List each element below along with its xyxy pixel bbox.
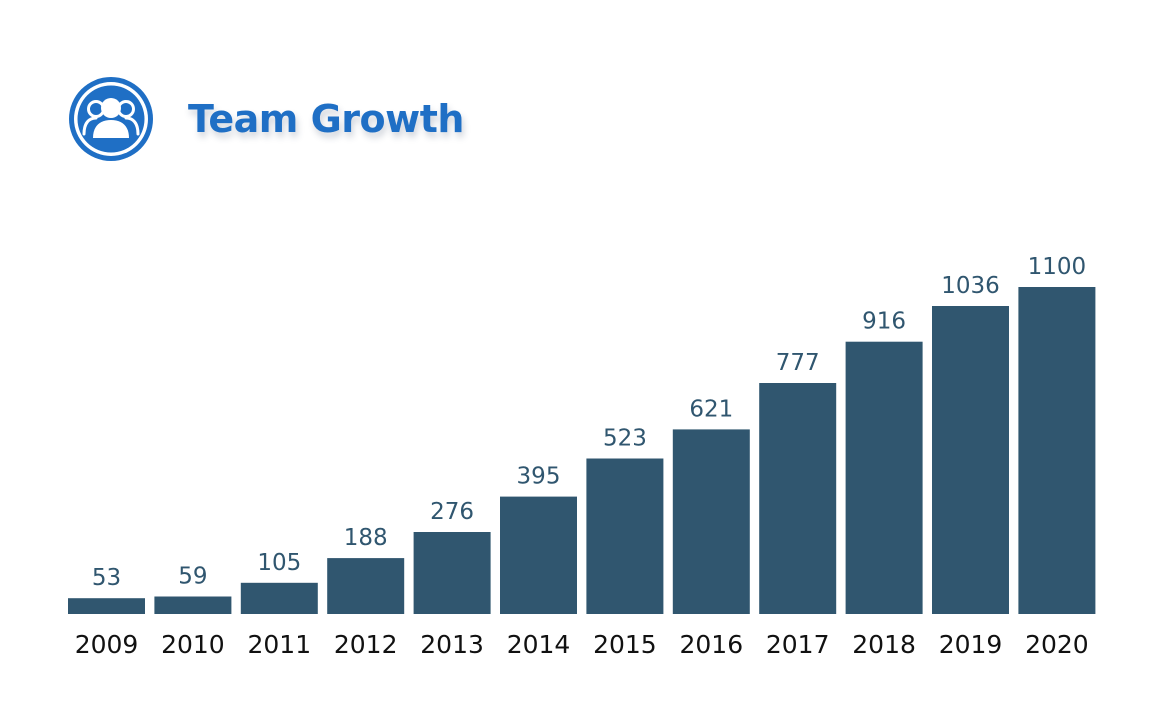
bar-2014 xyxy=(500,496,577,614)
bar-2017 xyxy=(759,383,837,614)
category-label-2009: 2009 xyxy=(75,630,139,659)
category-label-2016: 2016 xyxy=(679,630,743,659)
value-label-2015: 523 xyxy=(603,426,647,452)
value-label-2009: 53 xyxy=(92,565,121,591)
bar-2015 xyxy=(586,458,664,614)
value-label-2014: 395 xyxy=(517,464,561,490)
team-people-icon xyxy=(69,77,153,161)
category-label-2020: 2020 xyxy=(1025,630,1089,659)
value-label-2018: 916 xyxy=(862,309,906,335)
bar-2013 xyxy=(413,532,491,614)
chart-title: Team Growth xyxy=(188,97,464,141)
value-label-2016: 621 xyxy=(689,396,733,422)
bar-2018 xyxy=(845,341,923,614)
value-label-2017: 777 xyxy=(776,350,820,376)
category-label-2018: 2018 xyxy=(852,630,916,659)
value-label-2013: 276 xyxy=(430,499,474,525)
value-labels-group: 53 59 105 188 276 395 523 621 777 916 1036 1100 xyxy=(92,254,1086,591)
category-label-2015: 2015 xyxy=(593,630,657,659)
value-label-2010: 59 xyxy=(178,564,207,590)
category-label-2011: 2011 xyxy=(247,630,311,659)
category-label-2013: 2013 xyxy=(420,630,484,659)
bars-group xyxy=(68,287,1096,614)
value-label-2019: 1036 xyxy=(941,273,1000,299)
category-labels-group: 2009 2010 2011 2012 2013 2014 2015 2016 2017 2018… xyxy=(75,630,1089,659)
bar-2010 xyxy=(154,596,232,614)
category-label-2012: 2012 xyxy=(334,630,398,659)
value-label-2012: 188 xyxy=(344,525,388,551)
value-label-2011: 105 xyxy=(257,550,301,576)
value-label-2020: 1100 xyxy=(1028,254,1087,280)
bar-2012 xyxy=(327,558,405,614)
category-label-2019: 2019 xyxy=(939,630,1003,659)
bar-2016 xyxy=(672,429,750,614)
category-label-2017: 2017 xyxy=(766,630,830,659)
category-label-2014: 2014 xyxy=(507,630,571,659)
chart-header: Team Growth xyxy=(68,76,464,162)
bar-2020 xyxy=(1018,287,1096,614)
bar-2009 xyxy=(68,598,145,614)
category-label-2010: 2010 xyxy=(161,630,225,659)
bar-2011 xyxy=(240,582,318,614)
bar-2019 xyxy=(932,306,1009,614)
